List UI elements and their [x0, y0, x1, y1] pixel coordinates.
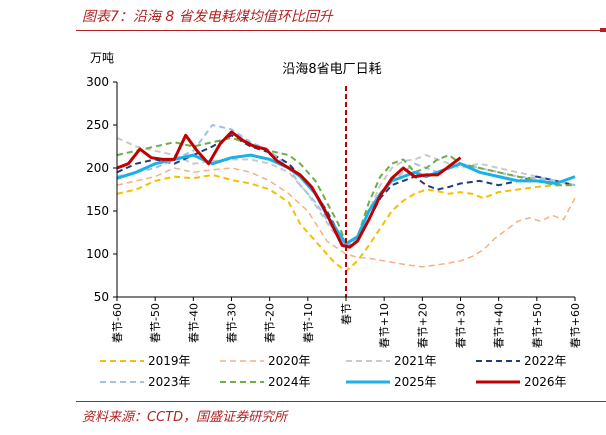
figure-header: 图表7：沿海 8 省发电耗煤均值环比回升: [0, 0, 606, 32]
series-line-2024年: [116, 136, 575, 245]
x-tick-label: 春节+60: [569, 303, 582, 348]
y-tick-label: 50: [94, 290, 109, 304]
x-tick-label: 春节: [340, 303, 353, 325]
x-tick-label: 春节+50: [531, 303, 544, 348]
legend-label-2019年: 2019年: [148, 354, 191, 368]
legend-label-2024年: 2024年: [268, 375, 311, 389]
x-tick-label: 春节+30: [455, 303, 468, 348]
header-tick: [600, 28, 606, 32]
x-tick-label: 春节-40: [187, 303, 200, 343]
series-line-2026年: [116, 130, 462, 249]
y-tick-label: 200: [86, 161, 109, 175]
series-line-2025年: [116, 153, 576, 246]
series-line-2020年: [116, 167, 576, 268]
y-tick-label: 250: [86, 118, 109, 132]
legend-label-2022年: 2022年: [524, 354, 567, 368]
y-tick-label: 100: [86, 247, 109, 261]
x-tick-label: 春节-30: [226, 303, 239, 343]
chart-title: 沿海8省电厂日耗: [282, 62, 381, 77]
legend: 2019年 2020年 2021年 2022年 2023年 2024年 2025年 2026年: [100, 354, 567, 389]
source-note: 资料来源：CCTD，国盛证券研究所: [82, 410, 288, 425]
y-axis-label: 万吨: [90, 51, 114, 65]
x-tick-label: 春节-50: [149, 303, 162, 343]
legend-label-2020年: 2020年: [268, 354, 311, 368]
header-rule: [76, 30, 606, 31]
footer-rule: [76, 401, 606, 402]
x-tick-label: 春节-20: [264, 303, 277, 343]
plot-lines: [116, 124, 576, 273]
x-tick-label: 春节-10: [302, 303, 315, 343]
y-tick-label: 300: [86, 75, 109, 89]
figure-title: 图表7：沿海 8 省发电耗煤均值环比回升: [82, 9, 333, 25]
x-tick-label: 春节+40: [493, 303, 506, 348]
x-tick-label: 春节+10: [378, 303, 391, 348]
legend-label-2021年: 2021年: [394, 354, 437, 368]
legend-label-2023年: 2023年: [148, 375, 191, 389]
legend-label-2025年: 2025年: [394, 375, 437, 389]
x-tick-label: 春节-60: [111, 303, 124, 343]
series-line-2019年: [116, 173, 576, 273]
legend-label-2026年: 2026年: [524, 375, 567, 389]
y-tick-label: 150: [86, 204, 109, 218]
x-tick-label: 春节+20: [416, 303, 429, 348]
